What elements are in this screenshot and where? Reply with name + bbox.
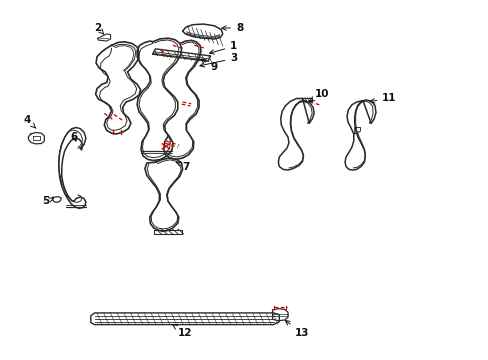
Text: 5: 5 xyxy=(42,196,53,206)
Text: 2: 2 xyxy=(94,23,104,34)
Text: 9: 9 xyxy=(201,59,218,72)
Text: 13: 13 xyxy=(285,320,309,338)
Text: 11: 11 xyxy=(369,94,396,103)
Text: 6: 6 xyxy=(71,132,78,143)
Text: 3: 3 xyxy=(200,53,237,67)
Text: 7: 7 xyxy=(176,162,189,171)
Text: 1: 1 xyxy=(209,41,237,54)
Text: 10: 10 xyxy=(309,89,328,101)
Text: 12: 12 xyxy=(172,325,192,338)
Text: 4: 4 xyxy=(23,115,36,128)
Text: 8: 8 xyxy=(222,23,243,33)
